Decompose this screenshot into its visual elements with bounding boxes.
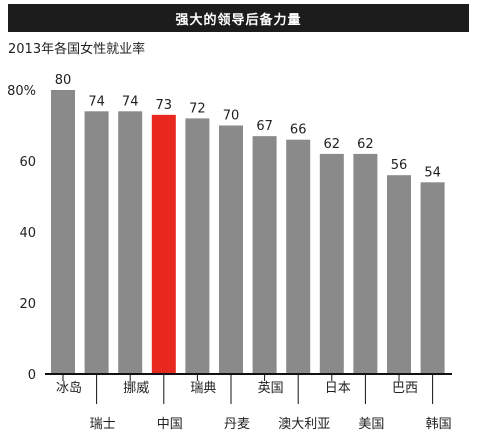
category-label: 韩国 — [426, 417, 452, 432]
y-tick-label: 20 — [19, 297, 36, 312]
chart-title: 强大的领导后备力量 — [175, 12, 302, 28]
bar — [420, 182, 445, 374]
y-tick-label: 60 — [19, 155, 36, 170]
category-label: 澳大利亚 — [278, 416, 330, 432]
category-label: 英国 — [258, 381, 284, 396]
data-label: 70 — [223, 109, 240, 124]
category-label: 冰岛 — [56, 380, 82, 396]
data-label: 74 — [122, 94, 139, 109]
category-label: 挪威 — [123, 381, 149, 396]
bar — [185, 118, 210, 375]
bar — [118, 111, 143, 375]
bar — [252, 136, 277, 374]
bar — [319, 153, 344, 374]
category-label: 美国 — [358, 417, 384, 432]
category-label: 日本 — [325, 381, 351, 396]
y-tick-label: 80% — [7, 84, 36, 99]
chart-title-bar: 强大的领导后备力量 — [8, 4, 469, 32]
category-label: 巴西 — [392, 381, 418, 396]
category-label: 中国 — [157, 417, 183, 432]
data-label: 72 — [189, 101, 206, 116]
chart-subtitle: 2013年各国女性就业率 — [8, 42, 146, 57]
data-label: 73 — [156, 98, 173, 113]
data-label: 62 — [357, 137, 374, 152]
bar — [353, 153, 378, 374]
data-label: 56 — [391, 158, 408, 173]
data-label: 67 — [256, 119, 273, 134]
data-label: 62 — [324, 137, 341, 152]
data-label: 74 — [88, 94, 105, 109]
category-label: 丹麦 — [224, 417, 250, 432]
bar — [286, 139, 311, 374]
data-label: 80 — [55, 73, 72, 88]
y-tick-label: 40 — [19, 226, 36, 241]
bar — [84, 111, 109, 375]
bar — [51, 90, 75, 374]
y-tick-label: 0 — [28, 368, 36, 383]
category-label: 瑞士 — [90, 417, 116, 432]
category-label: 瑞典 — [190, 381, 216, 396]
bar — [219, 125, 243, 374]
data-label: 66 — [290, 123, 307, 138]
data-label: 54 — [424, 165, 441, 180]
bar — [151, 114, 176, 374]
bar — [387, 175, 411, 374]
